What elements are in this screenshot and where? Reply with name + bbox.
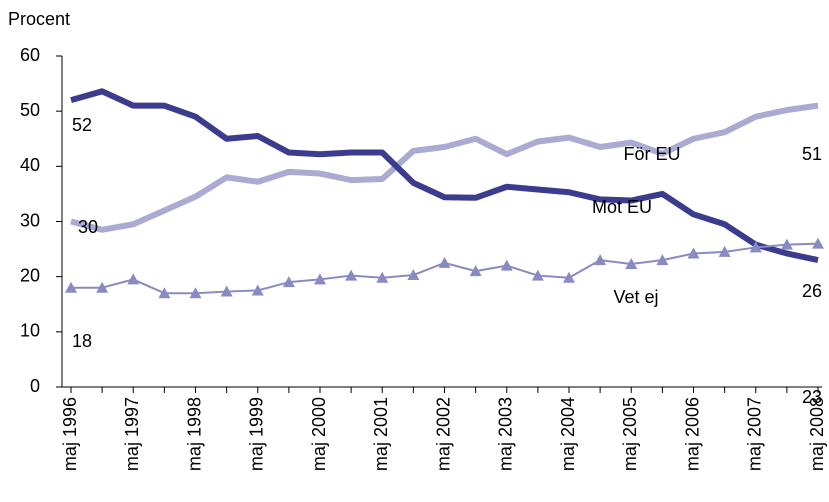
marker bbox=[127, 273, 140, 285]
marker bbox=[251, 284, 264, 296]
x-tick-label: maj 2007 bbox=[745, 397, 765, 471]
marker bbox=[345, 269, 358, 281]
series-label: Mot EU bbox=[592, 197, 652, 217]
marker bbox=[594, 254, 607, 266]
y-tick-label: 50 bbox=[20, 100, 40, 120]
y-tick-label: 10 bbox=[20, 321, 40, 341]
marker bbox=[376, 271, 389, 283]
marker bbox=[656, 254, 669, 266]
marker bbox=[158, 287, 171, 299]
x-tick-label: maj 2006 bbox=[682, 397, 702, 471]
x-tick-label: maj 2008 bbox=[807, 397, 827, 471]
marker bbox=[189, 287, 202, 299]
marker bbox=[314, 273, 326, 285]
x-tick-label: maj 2001 bbox=[371, 397, 391, 471]
y-tick-label: 40 bbox=[20, 155, 40, 175]
data-label: 18 bbox=[72, 331, 92, 351]
y-tick-label: 0 bbox=[30, 376, 40, 396]
marker bbox=[469, 265, 482, 277]
x-tick-label: maj 2005 bbox=[620, 397, 640, 471]
marker bbox=[625, 257, 638, 269]
series-line bbox=[70, 88, 819, 264]
y-axis-label: Procent bbox=[8, 9, 70, 29]
y-tick-label: 60 bbox=[20, 45, 40, 65]
marker bbox=[282, 276, 295, 288]
marker bbox=[749, 241, 762, 253]
x-tick-label: maj 1996 bbox=[60, 397, 80, 471]
marker bbox=[563, 271, 575, 283]
series-line bbox=[70, 102, 819, 233]
x-tick-label: maj 2000 bbox=[309, 397, 329, 471]
marker bbox=[65, 281, 77, 293]
data-label: 26 bbox=[802, 281, 822, 301]
series-label: För EU bbox=[623, 144, 680, 164]
x-tick-label: maj 2003 bbox=[496, 397, 516, 471]
marker bbox=[220, 285, 233, 297]
marker bbox=[531, 269, 544, 281]
marker bbox=[96, 281, 109, 293]
data-label: 30 bbox=[78, 217, 98, 237]
marker bbox=[780, 238, 793, 250]
x-tick-label: maj 1999 bbox=[247, 397, 267, 471]
data-label: 51 bbox=[802, 144, 822, 164]
y-tick-label: 30 bbox=[20, 210, 40, 230]
data-label: 52 bbox=[72, 115, 92, 135]
x-tick-label: maj 1997 bbox=[122, 397, 142, 471]
marker bbox=[500, 259, 513, 271]
series-line bbox=[71, 242, 819, 295]
series-label: Vet ej bbox=[613, 287, 658, 307]
marker bbox=[438, 256, 451, 268]
x-tick-label: maj 2002 bbox=[433, 397, 453, 471]
y-tick-label: 20 bbox=[20, 265, 40, 285]
marker bbox=[718, 245, 731, 257]
marker bbox=[407, 269, 420, 281]
marker bbox=[687, 247, 700, 259]
data-label: 23 bbox=[802, 387, 822, 407]
x-tick-label: maj 1998 bbox=[184, 397, 204, 471]
marker bbox=[812, 237, 824, 249]
x-tick-label: maj 2004 bbox=[558, 397, 578, 471]
